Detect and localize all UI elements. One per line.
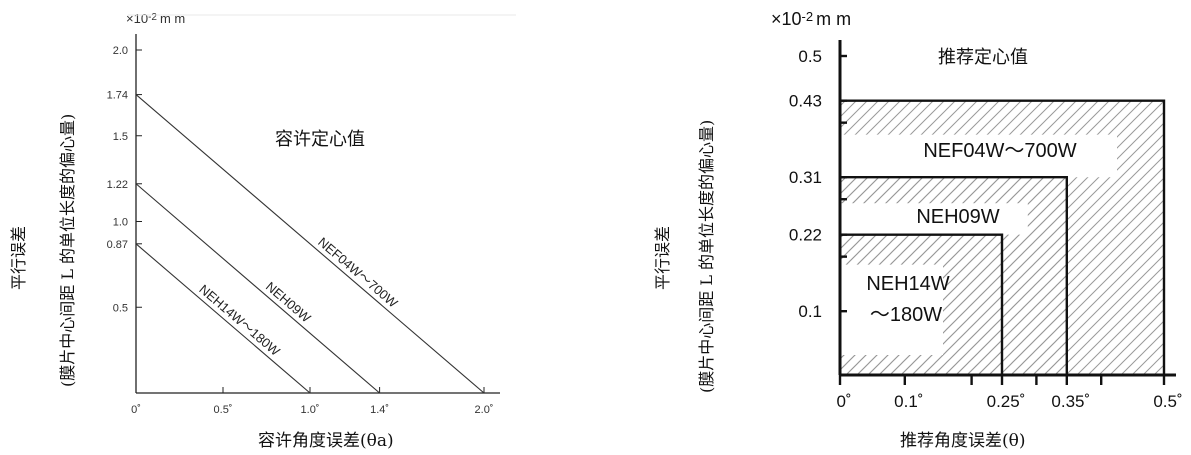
left-series-label: NEH09W <box>263 279 314 326</box>
left-unit-label: ×10-2 m m <box>126 11 185 26</box>
left-x-tick-label: 0.5˚ <box>214 404 233 416</box>
left-x-tick-label: 2.0˚ <box>475 404 494 416</box>
right-unit-label: ×10-2 m m <box>771 9 851 29</box>
right-region-label: NEH09W <box>916 206 999 228</box>
right-x-tick-label: 0.35˚ <box>1051 392 1090 411</box>
left-chart: ×10-2 m m 容许定心值 平行误差 (膜片中心间距 L 的单位长度的偏心量)… <box>9 11 516 451</box>
right-plot-area: 0.5 0.43 0.31 0.22 0.1 0˚ 0.1˚ 0.25˚ 0.35˚ 0.5˚ NE… <box>789 40 1183 411</box>
right-chart-title: 推荐定心值 <box>938 47 1028 68</box>
right-region-border <box>840 233 1004 375</box>
right-region-label: NEH14W <box>866 273 949 295</box>
right-region-border <box>840 176 1069 375</box>
left-y-tick-label: 1.5 <box>113 131 128 143</box>
right-region-border <box>840 99 1166 375</box>
right-y-tick-label: 0.31 <box>789 168 822 187</box>
left-series-line <box>135 94 485 394</box>
right-mid-clear <box>841 203 1028 235</box>
left-y-tick-label: 2.0 <box>113 45 128 57</box>
right-y-tick-label: 0.1 <box>798 302 822 321</box>
right-y-tick-label: 0.43 <box>789 92 822 111</box>
left-ylabel-line2: (膜片中心间距 L 的单位长度的偏心量) <box>58 114 77 387</box>
left-x-tick-label: 1.4˚ <box>370 404 389 416</box>
right-x-tick-label: 0.5˚ <box>1153 392 1182 411</box>
right-outer-clear <box>841 134 1117 178</box>
left-series-line <box>135 183 380 394</box>
right-region-label: NEF04W～700W <box>923 140 1076 162</box>
right-y-axis-label: 平行误差 (膜片中心间距 L 的单位长度的偏心量) <box>653 120 716 393</box>
right-x-axis-label: 推荐角度误差(θ) <box>900 431 1026 451</box>
right-ylabel-line1: 平行误差 <box>653 226 672 290</box>
right-x-tick-label: 0˚ <box>836 392 851 411</box>
right-x-tick-label: 0.25˚ <box>987 392 1026 411</box>
left-plot-area: 2.0 1.74 1.5 1.22 1.0 0.87 0.5 0˚ 0.5˚ 1.0˚ 1.4˚ 2.… <box>107 14 516 416</box>
right-y-tick-label: 0.5 <box>798 47 822 66</box>
left-y-tick-label: 1.0 <box>113 217 128 229</box>
left-series-line <box>135 243 311 394</box>
left-y-tick-label: 0.87 <box>107 239 128 251</box>
right-inner-clear <box>841 264 943 355</box>
left-series-label: NEF04W～700W <box>315 234 401 311</box>
right-chart: ×10-2 m m 推荐定心值 平行误差 (膜片中心间距 L 的单位长度的偏心量)… <box>653 9 1183 451</box>
left-y-axis-label: 平行误差 (膜片中心间距 L 的单位长度的偏心量) <box>9 114 77 387</box>
left-chart-title: 容许定心值 <box>275 129 365 150</box>
right-y-tick-label: 0.22 <box>789 226 822 245</box>
left-x-tick-label: 0˚ <box>131 404 141 416</box>
right-region-label: ～180W <box>870 304 942 326</box>
left-y-tick-label: 1.74 <box>107 90 128 102</box>
left-y-tick-label: 1.22 <box>107 179 128 191</box>
right-ylabel-line2: (膜片中心间距 L 的单位长度的偏心量) <box>697 120 716 393</box>
left-y-tick-label: 0.5 <box>113 302 128 314</box>
left-ylabel-line1: 平行误差 <box>9 226 28 290</box>
right-x-tick-label: 0.1˚ <box>894 392 923 411</box>
left-x-axis-label: 容许角度误差(θa) <box>258 431 394 451</box>
left-x-tick-label: 1.0˚ <box>301 404 320 416</box>
